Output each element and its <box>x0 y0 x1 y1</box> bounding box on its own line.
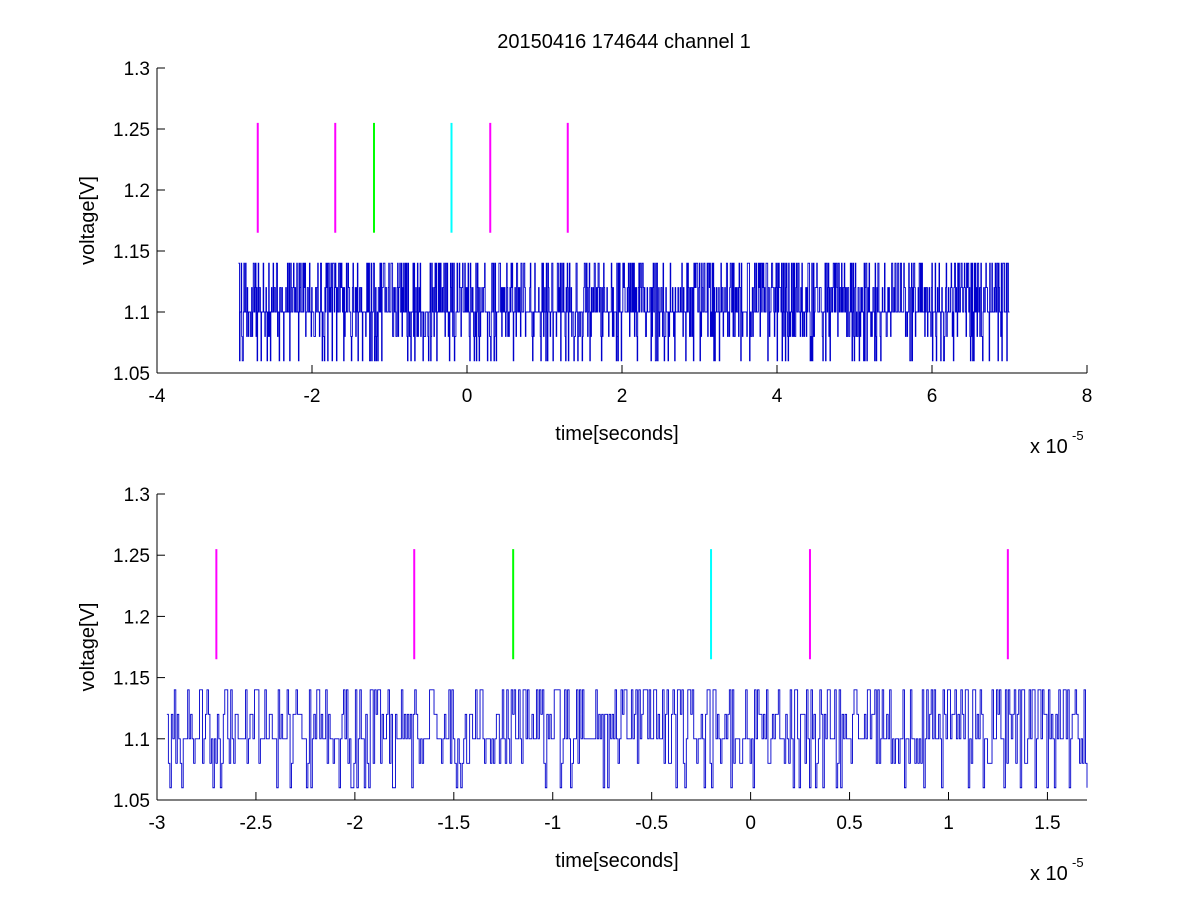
y-tick-label: 1.3 <box>124 59 150 80</box>
x-tick-label: -0.5 <box>635 813 668 834</box>
x-tick-label: 4 <box>772 386 783 407</box>
y-tick-label: 1.3 <box>124 485 150 506</box>
y-tick-label: 1.1 <box>124 730 150 751</box>
x-tick-label: 0 <box>462 386 473 407</box>
x-tick-label: 1.5 <box>1034 813 1060 834</box>
y-tick-label: 1.15 <box>113 669 150 690</box>
x-exponent-superscript: -5 <box>1072 428 1084 443</box>
x-tick-label: 6 <box>927 386 938 407</box>
y-tick-label: 1.2 <box>124 607 150 628</box>
x-axis-label: time[seconds] <box>555 850 678 872</box>
x-tick-label: -3 <box>149 813 166 834</box>
x-tick-label: -2 <box>304 386 321 407</box>
y-tick-label: 1.05 <box>113 364 150 385</box>
x-tick-label: -1 <box>544 813 561 834</box>
voltage-trace <box>166 689 1088 789</box>
x-tick-label: -1.5 <box>437 813 470 834</box>
y-tick-label: 1.25 <box>113 546 150 567</box>
y-tick-label: 1.1 <box>124 303 150 324</box>
y-tick-label: 1.05 <box>113 791 150 812</box>
x-exponent-superscript: -5 <box>1072 855 1084 870</box>
y-tick-label: 1.15 <box>113 242 150 263</box>
bottom-subplot: -3 -2.5 -2 -1.5 -1 -0.5 0 0.5 1 1.5 1.05 1.1 1.15 1.2… <box>77 485 1088 885</box>
x-tick-label: -2.5 <box>240 813 273 834</box>
x-tick-label: -4 <box>149 386 166 407</box>
top-subplot: -4 -2 0 2 4 6 8 1.05 1.1 1.15 1.2 1.25 1.3 time[secon… <box>77 59 1092 458</box>
voltage-trace <box>238 262 1010 362</box>
x-exponent-label: x 10 <box>1030 436 1068 458</box>
x-tick-label: 0.5 <box>836 813 862 834</box>
y-tick-label: 1.25 <box>113 120 150 141</box>
x-tick-label: 2 <box>617 386 628 407</box>
x-axis-label: time[seconds] <box>555 423 678 445</box>
x-tick-label: -2 <box>346 813 363 834</box>
x-tick-label: 1 <box>943 813 954 834</box>
figure-title: 20150416 174644 channel 1 <box>497 31 751 53</box>
x-tick-label: 8 <box>1082 386 1093 407</box>
x-tick-label: 0 <box>745 813 756 834</box>
x-exponent-label: x 10 <box>1030 863 1068 885</box>
y-tick-label: 1.2 <box>124 181 150 202</box>
y-axis-label: voltage[V] <box>77 176 99 265</box>
y-axis-label: voltage[V] <box>77 603 99 692</box>
